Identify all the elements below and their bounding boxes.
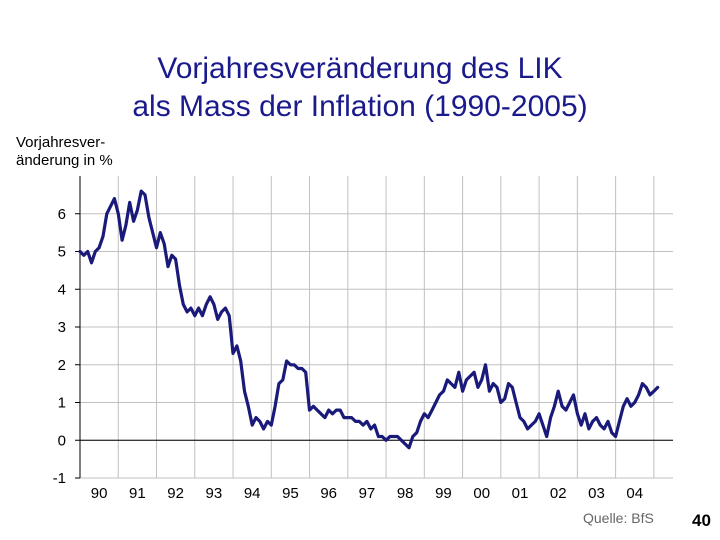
series-group — [78, 189, 660, 450]
x-tick-label: 97 — [359, 485, 376, 502]
y-axis-label-line-2: änderung in % — [16, 152, 113, 169]
y-tick-labels: 6 5 4 3 2 1 0 -1 — [53, 206, 66, 487]
x-tick-label: 93 — [206, 485, 223, 502]
x-tick-label: 01 — [512, 485, 529, 502]
x-tick-label: 04 — [626, 485, 643, 502]
chart-title: Vorjahresveränderung des LIK als Mass de… — [0, 50, 720, 126]
y-tick-label: 4 — [58, 281, 66, 298]
y-tick-label: 0 — [58, 432, 66, 449]
series-line — [78, 189, 660, 450]
chart-title-line-2: als Mass der Inflation (1990-2005) — [132, 90, 588, 123]
x-tick-label: 02 — [550, 485, 567, 502]
x-tick-label: 00 — [473, 485, 490, 502]
y-tick-label: 2 — [58, 357, 66, 374]
x-tick-label: 98 — [397, 485, 414, 502]
y-axis-label-line-1: Vorjahresver- — [16, 134, 106, 151]
axes — [75, 176, 673, 479]
x-tick-labels: 90 91 92 93 94 95 96 97 98 99 00 01 02 03 04 — [91, 485, 643, 502]
y-tick-label: 3 — [58, 319, 66, 336]
x-tick-label: 95 — [282, 485, 299, 502]
page-number: 40 — [692, 511, 711, 530]
x-tick-label: 96 — [320, 485, 337, 502]
source-note: Quelle: BfS — [583, 510, 654, 526]
chart-title-line-1: Vorjahresveränderung des LIK — [157, 52, 563, 85]
y-tick-label: 1 — [58, 395, 66, 412]
x-tick-label: 90 — [91, 485, 108, 502]
gridlines — [80, 176, 673, 479]
x-tick-label: 91 — [129, 485, 146, 502]
y-tick-label: 5 — [58, 244, 66, 261]
y-tick-label: -1 — [53, 470, 66, 487]
x-tick-label: 99 — [435, 485, 452, 502]
y-tick-label: 6 — [58, 206, 66, 223]
x-tick-label: 03 — [588, 485, 605, 502]
y-axis-label: Vorjahresver- änderung in % — [16, 134, 113, 170]
x-tick-label: 92 — [167, 485, 184, 502]
x-tick-label: 94 — [244, 485, 261, 502]
